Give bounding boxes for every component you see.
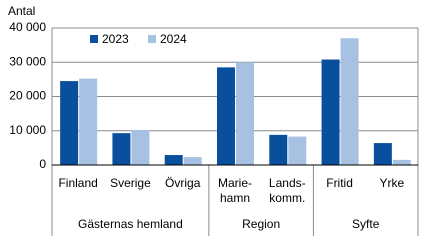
- bar: [373, 143, 392, 165]
- bar: [288, 136, 307, 165]
- bar: [392, 159, 411, 165]
- y-axis-label: Antal: [8, 4, 35, 18]
- legend-label: 2024: [160, 32, 187, 46]
- bar: [164, 155, 183, 165]
- bar: [340, 38, 359, 165]
- y-tick-label: 40 000: [9, 20, 46, 34]
- bar: [269, 134, 288, 165]
- x-tick-label: Lands-komm.: [269, 176, 306, 205]
- bar: [112, 133, 131, 165]
- group-label: Gästernas hemland: [78, 217, 183, 231]
- x-tick-label: Yrke: [380, 176, 405, 190]
- bar: [217, 67, 235, 165]
- bar: [79, 78, 98, 165]
- legend-swatch: [148, 35, 156, 43]
- x-tick-label: Sverige: [110, 176, 151, 190]
- group-label: Syfte: [352, 217, 380, 231]
- y-tick-label: 20 000: [9, 89, 46, 103]
- y-tick-label: 0: [39, 157, 46, 171]
- bar: [321, 59, 340, 166]
- x-tick-label: Fritid: [326, 176, 353, 190]
- y-tick-label: 10 000: [9, 123, 46, 137]
- bar: [183, 157, 202, 165]
- x-tick-label: Övriga: [165, 176, 201, 190]
- bar: [60, 81, 79, 165]
- y-tick-label: 30 000: [9, 54, 46, 68]
- legend-swatch: [90, 35, 98, 43]
- x-tick-label: Marie-hamn: [218, 176, 252, 205]
- group-label: Region: [242, 217, 280, 231]
- bar: [236, 62, 254, 165]
- bar: [131, 130, 150, 165]
- x-tick-label: Finland: [58, 176, 97, 190]
- legend-label: 2023: [102, 32, 129, 46]
